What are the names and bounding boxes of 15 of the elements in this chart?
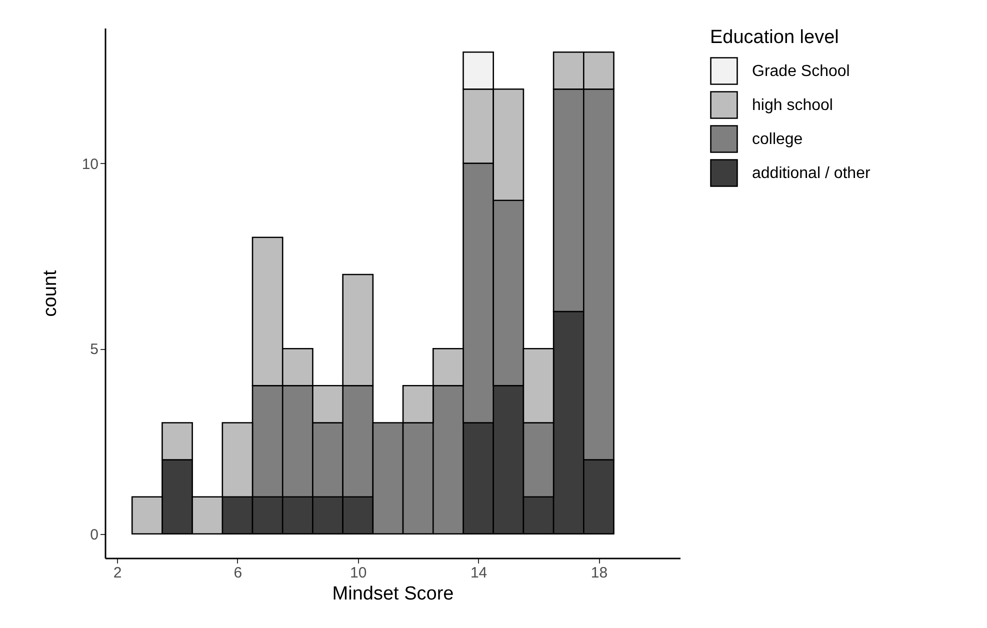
x-tick-label: 2 xyxy=(113,564,122,582)
x-axis-title: Mindset Score xyxy=(332,584,454,604)
x-tick-label: 18 xyxy=(590,564,608,582)
legend-title: Education level xyxy=(710,27,839,48)
y-tick-label: 0 xyxy=(90,526,98,544)
y-tick-label: 5 xyxy=(90,341,98,358)
y-axis-title: count xyxy=(40,270,61,317)
x-tick-label: 6 xyxy=(234,564,242,582)
legend-label: additional / other xyxy=(752,165,871,182)
x-tick-label: 10 xyxy=(350,564,367,582)
legend-label: high school xyxy=(752,97,833,114)
x-tick-label: 14 xyxy=(470,564,488,582)
legend-label: Grade School xyxy=(752,63,850,80)
legend-label: college xyxy=(752,131,803,148)
y-tick-label: 10 xyxy=(82,156,98,173)
